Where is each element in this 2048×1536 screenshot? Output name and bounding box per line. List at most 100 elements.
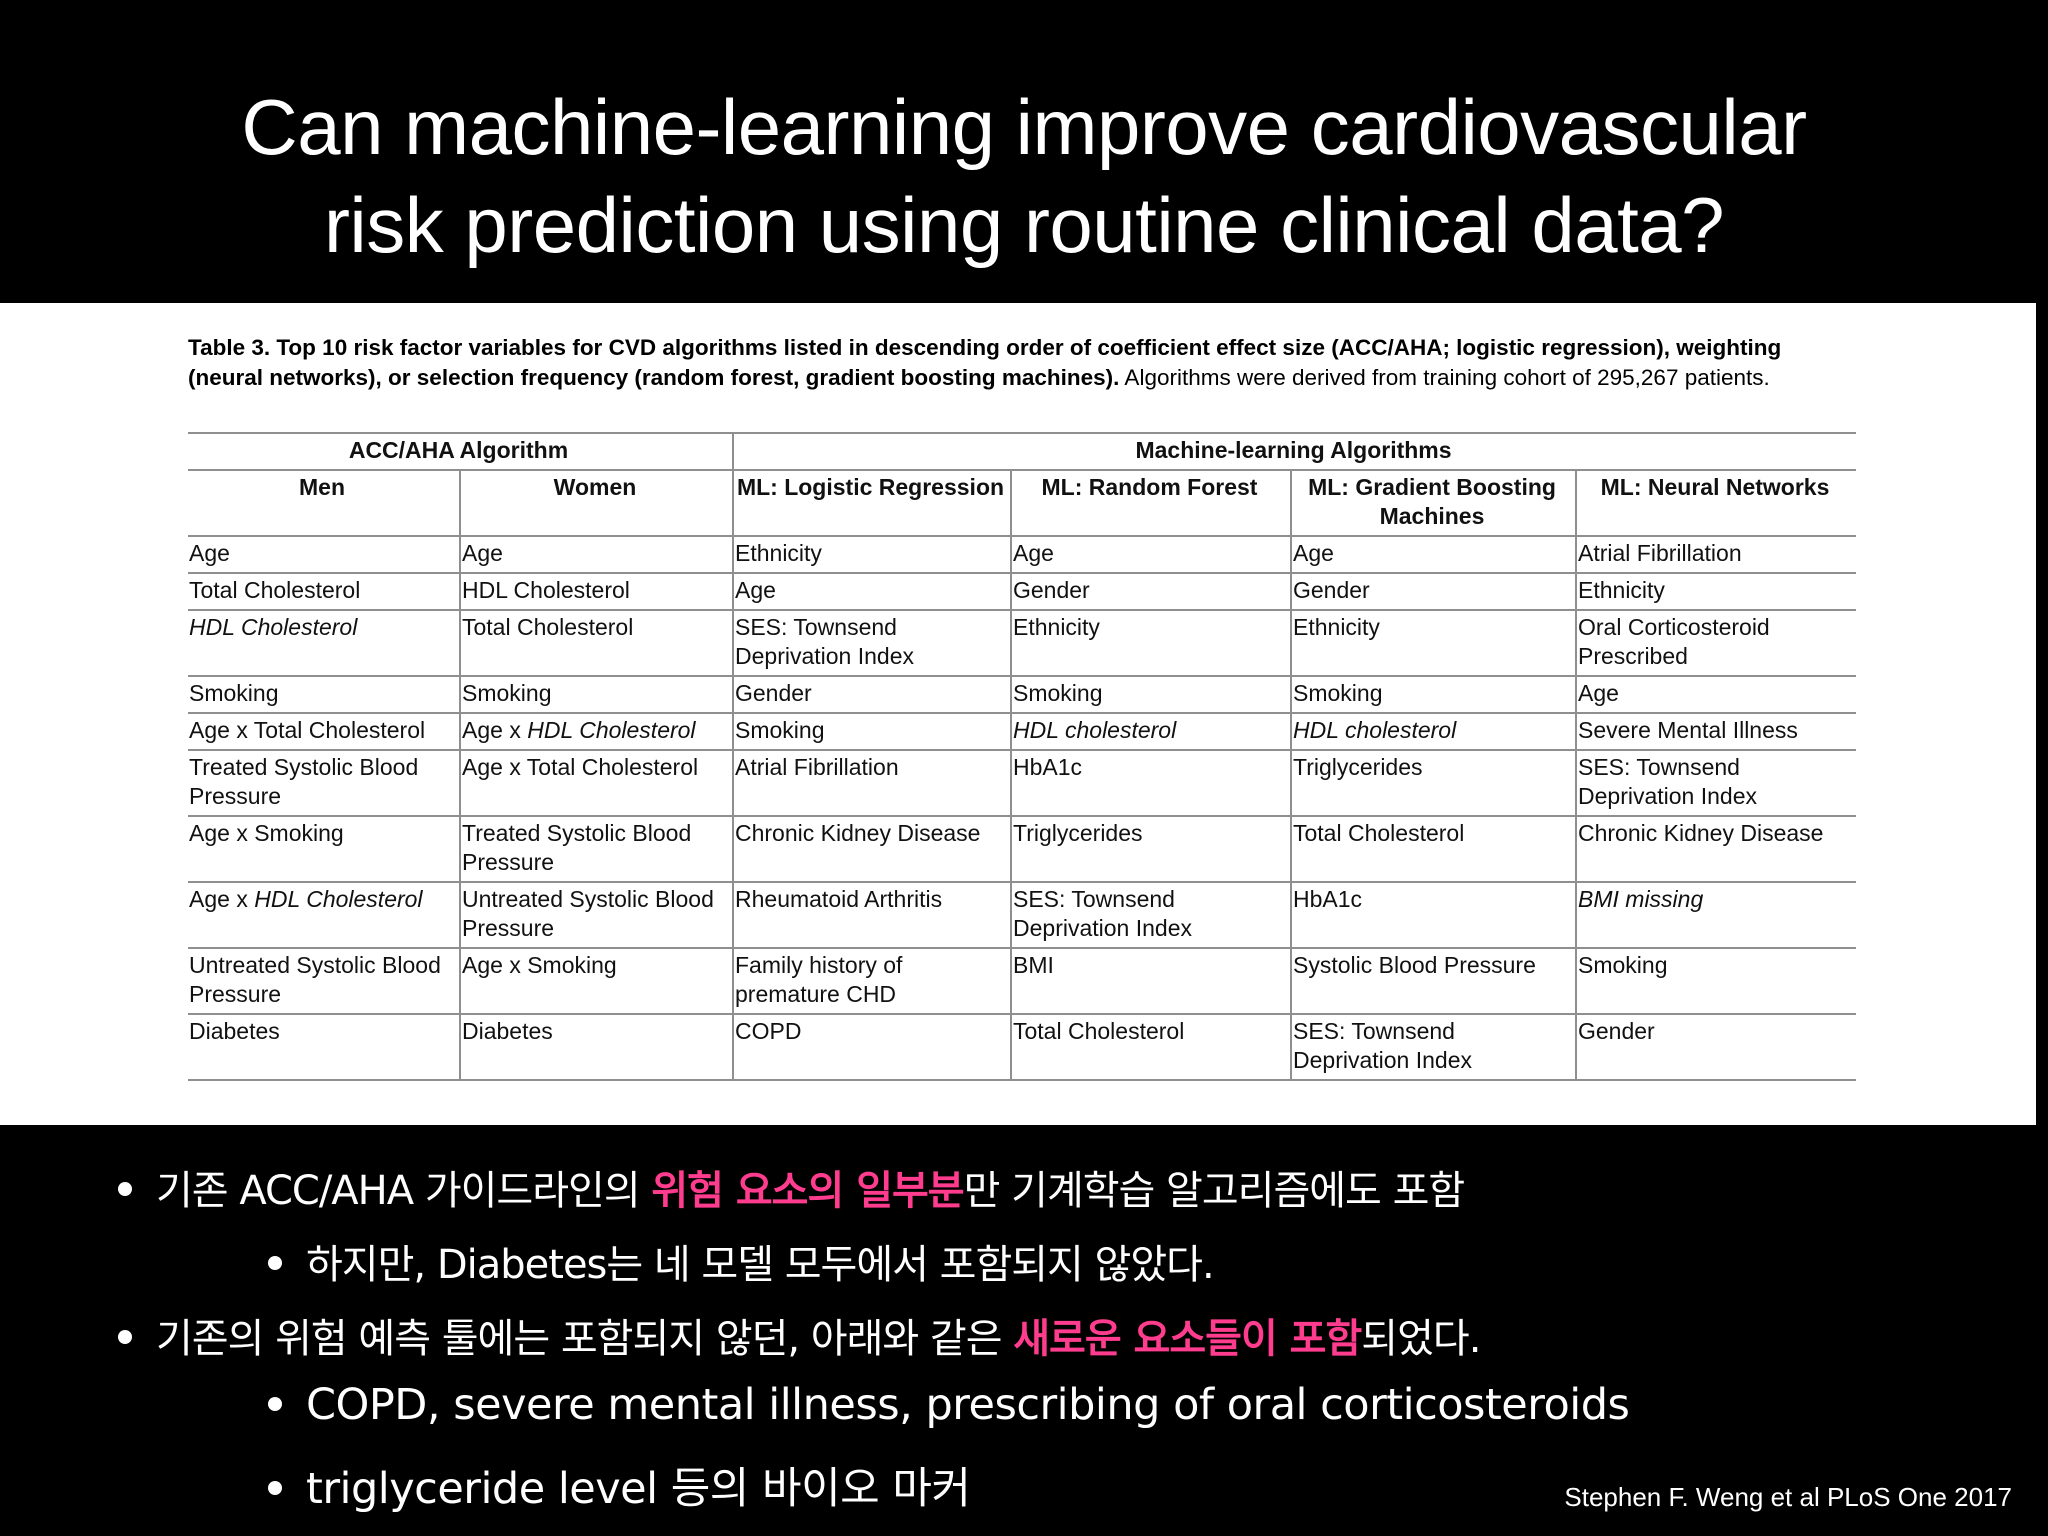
table-cell: Smoking	[459, 676, 733, 714]
bullet-5-text: triglyceride level 등의 바이오 마커	[306, 1464, 971, 1514]
bullet-1-text-pre: 기존 ACC/AHA 가이드라인의	[156, 1168, 652, 1214]
table-cell: Treated Systolic Blood Pressure	[459, 816, 733, 883]
column-header-ml-neural-networks: ML: Neural Networks	[1574, 470, 1857, 537]
table-cell: Total Cholesterol	[188, 573, 460, 611]
table-cell: Gender	[1290, 573, 1576, 611]
bullet-3-highlight: 새로운 요소들이 포함	[1013, 1316, 1362, 1362]
bullet-dot-icon	[268, 1256, 282, 1270]
table-row: Age x HDL Cholesterol Untreated Systolic…	[188, 882, 1857, 949]
table-cell: Ethnicity	[1290, 610, 1576, 677]
table-cell: HDL cholesterol	[1290, 713, 1576, 751]
table-cell: Chronic Kidney Disease	[732, 816, 1011, 883]
table-row: Untreated Systolic Blood Pressure Age x …	[188, 948, 1857, 1015]
column-header-men: Men	[188, 470, 460, 537]
table-cell: Oral Corticosteroid Prescribed	[1574, 610, 1857, 677]
table-cell: HDL cholesterol	[1010, 713, 1291, 751]
table-cell: Smoking	[732, 713, 1011, 751]
table-row: Diabetes Diabetes COPD Total Cholesterol…	[188, 1014, 1857, 1081]
risk-factor-table: ACC/AHA Algorithm Machine-learning Algor…	[188, 432, 1857, 1081]
table-row: Total Cholesterol HDL Cholesterol Age Ge…	[188, 573, 1857, 611]
bullet-1: 기존 ACC/AHA 가이드라인의 위험 요소의 일부분만 기계학습 알고리즘에…	[118, 1158, 1466, 1216]
table-cell: BMI	[1010, 948, 1291, 1015]
bullet-2-text: 하지만, Diabetes는 네 모델 모두에서 포함되지 않았다.	[306, 1242, 1215, 1288]
table-row: Age x Smoking Treated Systolic Blood Pre…	[188, 816, 1857, 883]
bullet-dot-icon	[268, 1396, 282, 1411]
table-cell: Age	[1290, 536, 1576, 574]
bullet-dot-icon	[268, 1480, 282, 1495]
table-cell: Atrial Fibrillation	[1574, 536, 1857, 574]
table-cell: Diabetes	[188, 1014, 460, 1081]
bullet-1-highlight: 위험 요소의 일부분	[651, 1168, 964, 1214]
table-cell: SES: Townsend Deprivation Index	[1290, 1014, 1576, 1081]
table-cell: SES: Townsend Deprivation Index	[732, 610, 1011, 677]
table-cell: Triglycerides	[1290, 750, 1576, 817]
table-caption: Table 3. Top 10 risk factor variables fo…	[188, 333, 1858, 392]
bullet-1-text-post: 만 기계학습 알고리즘에도 포함	[963, 1168, 1466, 1214]
bullet-dot-icon	[118, 1182, 132, 1196]
table-cell: Ethnicity	[1574, 573, 1857, 611]
table-cell: Untreated Systolic Blood Pressure	[459, 882, 733, 949]
caption-normal: Algorithms were derived from training co…	[1119, 364, 1770, 390]
bullet-3-text-pre: 기존의 위험 예측 툴에는 포함되지 않던, 아래와 같은	[156, 1316, 1014, 1362]
table-cell: Ethnicity	[732, 536, 1011, 574]
table-cell: Untreated Systolic Blood Pressure	[188, 948, 460, 1015]
column-header-ml-logistic: ML: Logistic Regression	[732, 470, 1011, 537]
table-cell: HbA1c	[1010, 750, 1291, 817]
table-cell: Age	[1010, 536, 1291, 574]
table-cell: Smoking	[1574, 948, 1857, 1015]
table-cell: Age	[732, 573, 1011, 611]
table-row: Age x Total Cholesterol Age x HDL Choles…	[188, 713, 1857, 751]
title-line-1: Can machine-learning improve cardiovascu…	[241, 83, 1807, 171]
table-cell: COPD	[732, 1014, 1011, 1081]
title-line-2: risk prediction using routine clinical d…	[323, 181, 1725, 269]
table-cell: HDL Cholesterol	[188, 610, 460, 677]
table-cell: Smoking	[1010, 676, 1291, 714]
bullet-4: COPD, severe mental illness, prescribing…	[268, 1380, 1630, 1430]
table-cell: Atrial Fibrillation	[732, 750, 1011, 817]
table-group-header-row: ACC/AHA Algorithm Machine-learning Algor…	[188, 432, 1857, 471]
table-cell: Total Cholesterol	[1290, 816, 1576, 883]
table-cell: Smoking	[1290, 676, 1576, 714]
bullet-5: triglyceride level 등의 바이오 마커	[268, 1454, 971, 1516]
table-cell: Gender	[1010, 573, 1291, 611]
bullet-3: 기존의 위험 예측 툴에는 포함되지 않던, 아래와 같은 새로운 요소들이 포…	[118, 1306, 1481, 1364]
table-cell: Age	[459, 536, 733, 574]
bullet-3-text-post: 되었다.	[1361, 1316, 1481, 1362]
table-cell: Rheumatoid Arthritis	[732, 882, 1011, 949]
italic-term: HDL Cholesterol	[527, 717, 696, 743]
table-cell: BMI missing	[1574, 882, 1857, 949]
slide-title: Can machine-learning improve cardiovascu…	[0, 78, 2048, 274]
table-cell: Severe Mental Illness	[1574, 713, 1857, 751]
table-cell: Chronic Kidney Disease	[1574, 816, 1857, 883]
table-cell: Triglycerides	[1010, 816, 1291, 883]
table-cell: Ethnicity	[1010, 610, 1291, 677]
group-header-ml: Machine-learning Algorithms	[731, 432, 1857, 471]
table-cell: HbA1c	[1290, 882, 1576, 949]
column-header-women: Women	[459, 470, 733, 537]
table-cell: Gender	[1574, 1014, 1857, 1081]
bullet-4-text: COPD, severe mental illness, prescribing…	[306, 1380, 1630, 1430]
table-cell: Diabetes	[459, 1014, 733, 1081]
table-cell: Treated Systolic Blood Pressure	[188, 750, 460, 817]
table-cell: Total Cholesterol	[459, 610, 733, 677]
table-cell: SES: Townsend Deprivation Index	[1574, 750, 1857, 817]
column-header-ml-random-forest: ML: Random Forest	[1010, 470, 1291, 537]
bullet-dot-icon	[118, 1330, 132, 1344]
table-cell: Age	[188, 536, 460, 574]
bullet-2: 하지만, Diabetes는 네 모델 모두에서 포함되지 않았다.	[268, 1232, 1215, 1290]
table-cell: SES: Townsend Deprivation Index	[1010, 882, 1291, 949]
table-cell: Smoking	[188, 676, 460, 714]
table-column-header-row: Men Women ML: Logistic Regression ML: Ra…	[188, 470, 1857, 537]
italic-term: HDL Cholesterol	[254, 886, 423, 912]
table-cell: Age x Total Cholesterol	[459, 750, 733, 817]
citation: Stephen F. Weng et al PLoS One 2017	[1564, 1482, 2012, 1512]
table-cell: HDL Cholesterol	[459, 573, 733, 611]
table-cell: Age x Smoking	[459, 948, 733, 1015]
table-cell: Gender	[732, 676, 1011, 714]
table-cell: Systolic Blood Pressure	[1290, 948, 1576, 1015]
column-header-ml-gradient-boosting: ML: Gradient Boosting Machines	[1290, 470, 1576, 537]
table-cell: Age x HDL Cholesterol	[459, 713, 733, 751]
table-cell: Age x Total Cholesterol	[188, 713, 460, 751]
table-cell: Age x Smoking	[188, 816, 460, 883]
table-row: Treated Systolic Blood Pressure Age x To…	[188, 750, 1857, 817]
